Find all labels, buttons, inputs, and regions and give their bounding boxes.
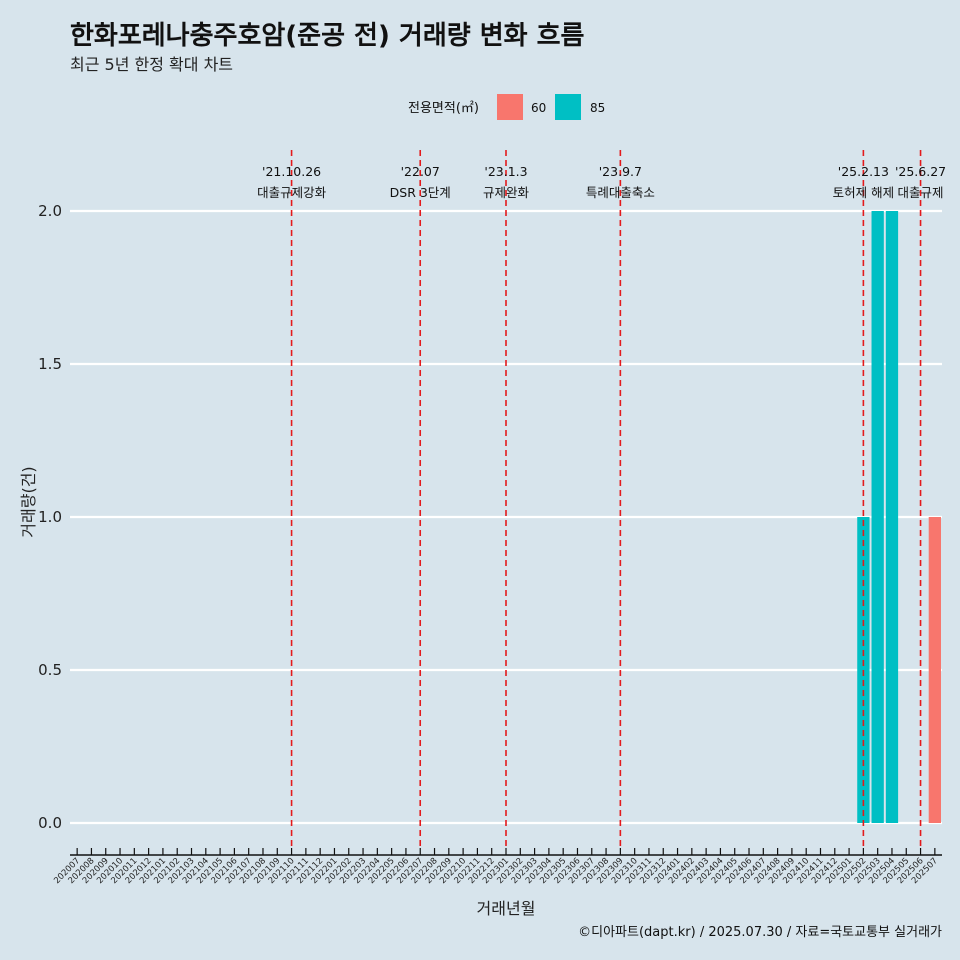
bar-60-202507 bbox=[928, 517, 941, 823]
y-tick-label: 0.0 bbox=[38, 814, 62, 832]
event-label: 토허제 해제 bbox=[833, 185, 894, 200]
event-date: '21.10.26 bbox=[262, 164, 321, 179]
event-date: '22.07 bbox=[401, 164, 440, 179]
y-axis-label: 거래량(건) bbox=[19, 466, 38, 537]
legend-label-60: 60 bbox=[531, 101, 546, 115]
legend-label-85: 85 bbox=[590, 101, 605, 115]
legend-title: 전용면적(㎡) bbox=[408, 101, 479, 116]
caption: ©디아파트(dapt.kr) / 2025.07.30 / 자료=국토교통부 실… bbox=[578, 925, 942, 940]
event-label: 특례대출축소 bbox=[586, 185, 655, 200]
event-label: 대출규제 bbox=[898, 185, 944, 200]
legend-swatch-85 bbox=[555, 94, 581, 120]
bar-85-202503 bbox=[871, 211, 884, 823]
x-axis-label: 거래년월 bbox=[477, 899, 536, 918]
event-date: '25.6.27 bbox=[895, 164, 946, 179]
event-label: DSR 3단계 bbox=[390, 185, 451, 200]
y-tick-label: 0.5 bbox=[38, 661, 62, 679]
event-markers: '21.10.26 대출규제강화 '22.07 DSR 3단계 '23.1.3 규제완화 '… bbox=[257, 150, 946, 850]
bar-85-202504 bbox=[885, 211, 899, 823]
y-tick-label: 1.0 bbox=[38, 508, 62, 526]
event-date: '23.9.7 bbox=[599, 164, 642, 179]
bars bbox=[857, 211, 941, 823]
y-tick-label: 1.5 bbox=[38, 355, 62, 373]
event-label: 대출규제강화 bbox=[257, 185, 327, 200]
legend: 전용면적(㎡) 60 85 bbox=[408, 94, 605, 120]
event-date: '23.1.3 bbox=[484, 164, 527, 179]
y-axis-ticks: 0.0 0.5 1.0 1.5 2.0 bbox=[38, 202, 62, 832]
chart-title: 한화포레나충주호암(준공 전) 거래량 변화 흐름 bbox=[70, 21, 585, 51]
legend-swatch-60 bbox=[497, 94, 523, 120]
chart-subtitle: 최근 5년 한정 확대 차트 bbox=[70, 55, 233, 74]
event-label: 규제완화 bbox=[483, 185, 530, 200]
x-axis: 2020072020082020092020102020112020122021… bbox=[52, 848, 942, 886]
event-date: '25.2.13 bbox=[838, 164, 889, 179]
y-tick-label: 2.0 bbox=[38, 202, 62, 220]
